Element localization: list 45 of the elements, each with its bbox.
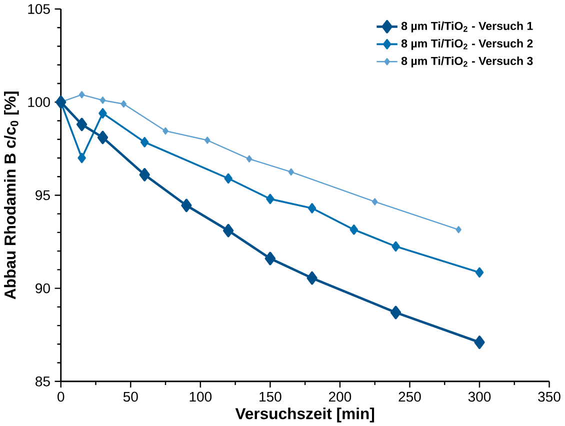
point — [264, 252, 276, 266]
legend-label: 8 µm Ti/TiO$_{2}$ - Versuch 2 — [401, 38, 533, 50]
point — [246, 155, 252, 162]
legend-label: 8 µm Ti/TiO$_{2}$ - Versuch 3 — [401, 56, 533, 68]
point — [120, 100, 127, 108]
point — [456, 226, 462, 234]
legend-label: 8 µm Ti/TiO$_{2}$ - Versuch 1 — [401, 21, 533, 32]
point — [78, 152, 86, 163]
x-tick-label: 200 — [328, 392, 352, 402]
point — [181, 198, 192, 212]
y-tick-label: 90 — [36, 283, 50, 294]
point — [223, 224, 234, 238]
x-tick-label: 100 — [190, 392, 212, 402]
point — [390, 306, 402, 320]
point — [288, 168, 294, 176]
point — [266, 194, 274, 204]
point — [308, 202, 316, 214]
point — [372, 198, 378, 206]
point — [100, 96, 106, 104]
x-tick-label: 50 — [123, 392, 138, 402]
y-tick-label: 85 — [36, 376, 50, 386]
point — [392, 241, 400, 252]
point — [97, 130, 108, 144]
y-tick-label: 100 — [28, 96, 50, 107]
x-axis-title: Versuchszeit [min] — [235, 407, 374, 422]
point — [475, 267, 484, 278]
y-tick-label: 105 — [28, 4, 50, 14]
point — [98, 108, 107, 118]
point — [474, 335, 485, 349]
point — [224, 173, 232, 184]
x-tick-label: 250 — [398, 392, 421, 402]
point — [350, 224, 358, 235]
point — [76, 118, 88, 131]
point — [140, 136, 149, 148]
x-tick-label: 350 — [538, 392, 560, 402]
point — [162, 127, 168, 134]
point — [139, 168, 150, 182]
y-tick-label: 95 — [36, 190, 50, 200]
point — [78, 90, 85, 98]
y-axis-title: Abbau Rhodamin B c/c$_{0}$ [%] — [4, 91, 19, 300]
x-tick-label: 300 — [468, 392, 491, 402]
x-tick-label: 0 — [58, 392, 64, 402]
x-tick-label: 150 — [260, 392, 282, 402]
point — [306, 271, 318, 285]
point — [204, 136, 210, 144]
